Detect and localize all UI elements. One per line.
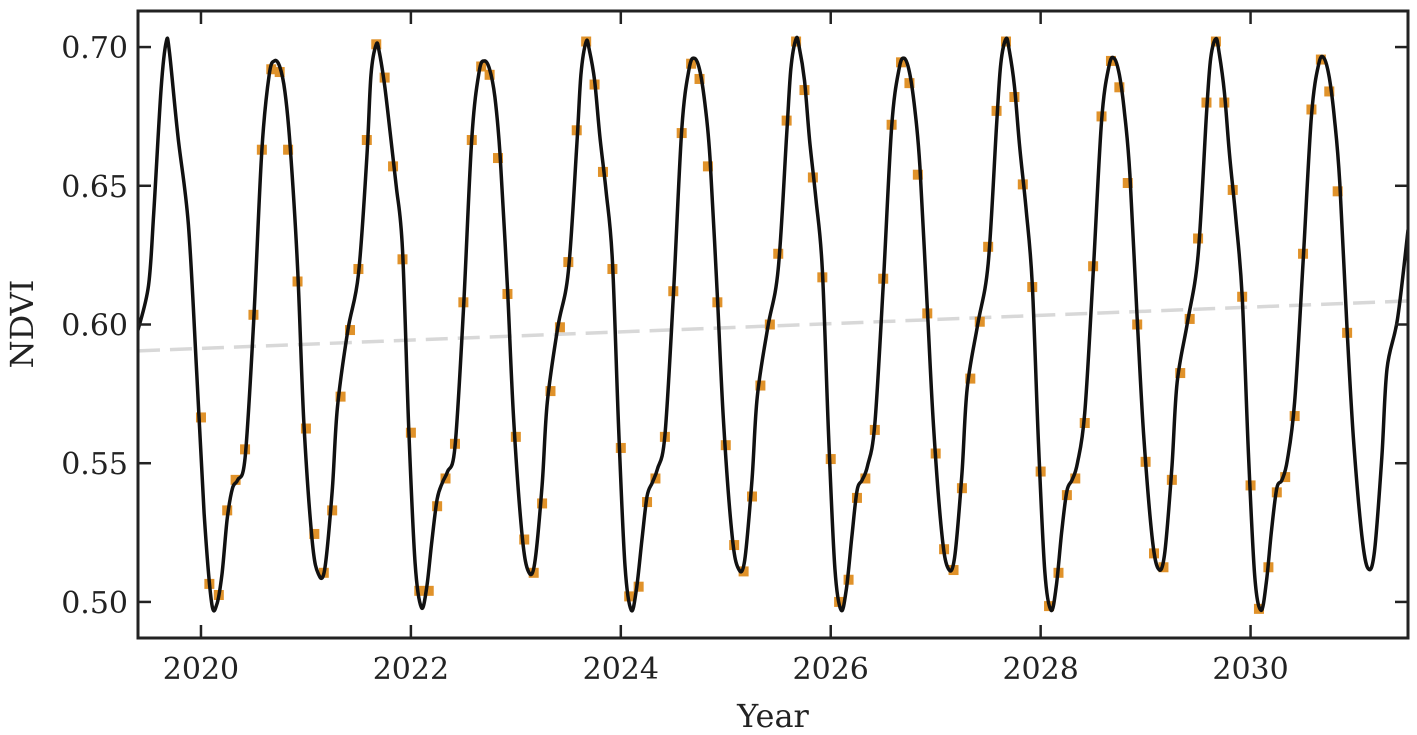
x-tick-label: 2026 (793, 652, 869, 687)
y-tick-label: 0.50 (61, 586, 128, 621)
observed-point (1332, 186, 1343, 197)
observed-point (1122, 178, 1133, 189)
x-tick-label: 2022 (373, 652, 449, 687)
observed-point (755, 380, 766, 391)
y-tick-label: 0.60 (61, 309, 128, 344)
x-tick-label: 2028 (1002, 652, 1078, 687)
observed-point (545, 386, 556, 397)
trend-line-group (138, 299, 1408, 353)
observed-point (965, 373, 976, 384)
observed-point (702, 161, 713, 172)
observed-point (554, 322, 565, 333)
y-axis-title: NDVI (3, 280, 41, 369)
plot-area (138, 35, 1408, 614)
y-axis-ticks: 0.50 0.55 0.60 0.65 0.70 (61, 31, 1408, 621)
observed-point (423, 585, 434, 596)
observed-point (1175, 368, 1186, 379)
observed-point (335, 391, 346, 402)
observed-point (1324, 86, 1335, 97)
x-axis-ticks: 2020 2022 2024 2026 2028 2030 (163, 11, 1289, 687)
observed-point (230, 474, 241, 485)
observed-point (405, 427, 416, 438)
observed-point (309, 528, 320, 539)
x-tick-label: 2024 (583, 652, 659, 687)
observed-point (1280, 472, 1291, 483)
observed-point (1070, 473, 1081, 484)
y-tick-label: 0.65 (61, 170, 128, 205)
observed-point (904, 78, 915, 89)
y-tick-label: 0.70 (61, 31, 128, 66)
y-tick-label: 0.55 (61, 447, 128, 482)
observed-point (912, 169, 923, 180)
observed-point (860, 473, 871, 484)
x-tick-label: 2020 (163, 652, 239, 687)
fitted-curve-group (138, 35, 1408, 613)
observed-point (283, 144, 294, 155)
fitted-curve (138, 35, 1408, 613)
observed-point (694, 73, 705, 84)
x-axis-title: Year (736, 697, 809, 735)
trend-line (138, 299, 1408, 353)
observed-point (345, 325, 356, 336)
observed-point (1114, 82, 1125, 93)
observed-point (195, 412, 206, 423)
observed-point (493, 153, 504, 164)
x-tick-label: 2030 (1212, 652, 1288, 687)
observed-point (633, 581, 644, 592)
